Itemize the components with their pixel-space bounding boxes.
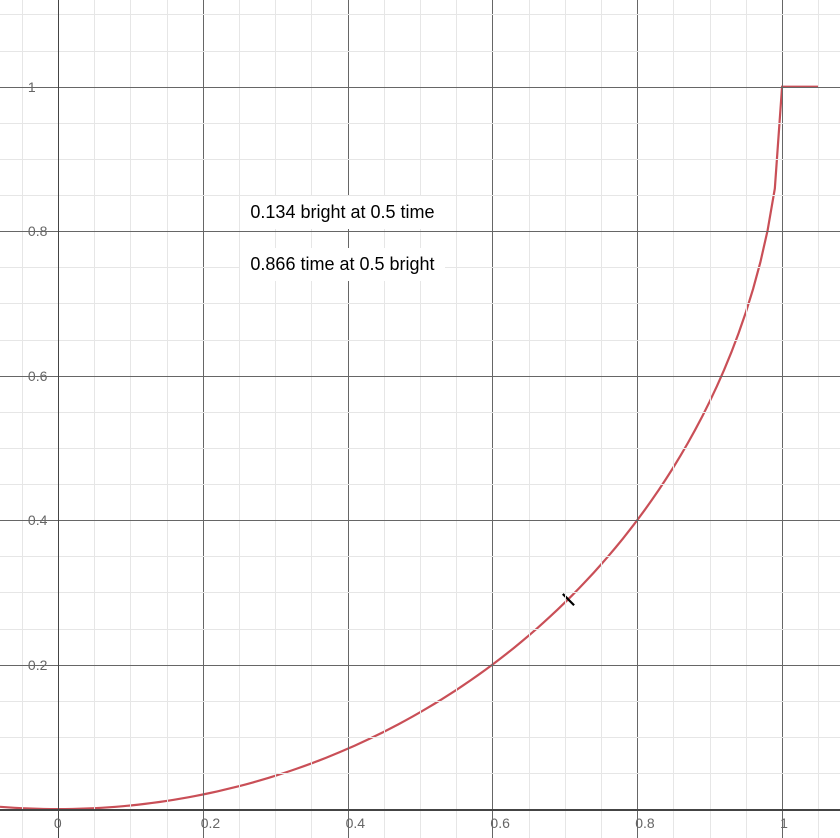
grid-minor — [275, 0, 276, 838]
grid-minor — [0, 592, 840, 593]
grid-minor — [746, 0, 747, 838]
grid-major — [0, 665, 840, 666]
annotation-text: 0.866 time at 0.5 bright — [240, 248, 444, 281]
grid-minor — [0, 484, 840, 485]
annotation-text: 0.134 bright at 0.5 time — [240, 196, 444, 229]
y-axis-line — [58, 0, 60, 838]
x-tick-label: 0.4 — [346, 815, 365, 831]
grid-minor — [0, 14, 840, 15]
grid-major — [0, 376, 840, 377]
grid-major — [637, 0, 638, 838]
grid-minor — [601, 0, 602, 838]
x-tick-label: 0.2 — [201, 815, 220, 831]
grid-minor — [0, 448, 840, 449]
grid-minor — [420, 0, 421, 838]
grid-minor — [0, 123, 840, 124]
grid-minor — [818, 0, 819, 838]
grid-major — [0, 87, 840, 88]
grid-major — [492, 0, 493, 838]
y-tick-label: 0.2 — [28, 657, 47, 673]
grid-minor — [673, 0, 674, 838]
grid-minor — [167, 0, 168, 838]
grid-minor — [0, 412, 840, 413]
grid-minor — [0, 303, 840, 304]
grid-major — [203, 0, 204, 838]
x-tick-label: 1 — [780, 815, 788, 831]
grid-major — [0, 520, 840, 521]
grid-major — [0, 231, 840, 232]
y-tick-label: 0.8 — [28, 223, 47, 239]
grid-minor — [0, 701, 840, 702]
grid-minor — [311, 0, 312, 838]
grid-minor — [130, 0, 131, 838]
grid-minor — [710, 0, 711, 838]
grid-major — [348, 0, 349, 838]
grid-minor — [384, 0, 385, 838]
grid-major — [782, 0, 783, 838]
y-tick-label: 0.4 — [28, 512, 47, 528]
grid-minor — [565, 0, 566, 838]
y-tick-label: 1 — [28, 79, 36, 95]
x-axis-line — [0, 809, 840, 811]
grid-minor — [529, 0, 530, 838]
grid-minor — [0, 159, 840, 160]
grid-minor — [0, 737, 840, 738]
grid-minor — [0, 773, 840, 774]
grid-minor — [0, 556, 840, 557]
grid-minor — [456, 0, 457, 838]
x-tick-label: 0.6 — [490, 815, 509, 831]
grid-minor — [0, 340, 840, 341]
chart-area: 0 0.2 0.4 0.6 0.8 1 0.2 0.4 0.6 0.8 1 0.134 bright … — [0, 0, 840, 838]
x-tick-label: 0.8 — [635, 815, 654, 831]
y-tick-label: 0.6 — [28, 368, 47, 384]
grid-minor — [239, 0, 240, 838]
x-tick-label: 0 — [54, 815, 62, 831]
grid-minor — [0, 629, 840, 630]
grid-minor — [0, 51, 840, 52]
grid-minor — [22, 0, 23, 838]
grid-minor — [94, 0, 95, 838]
